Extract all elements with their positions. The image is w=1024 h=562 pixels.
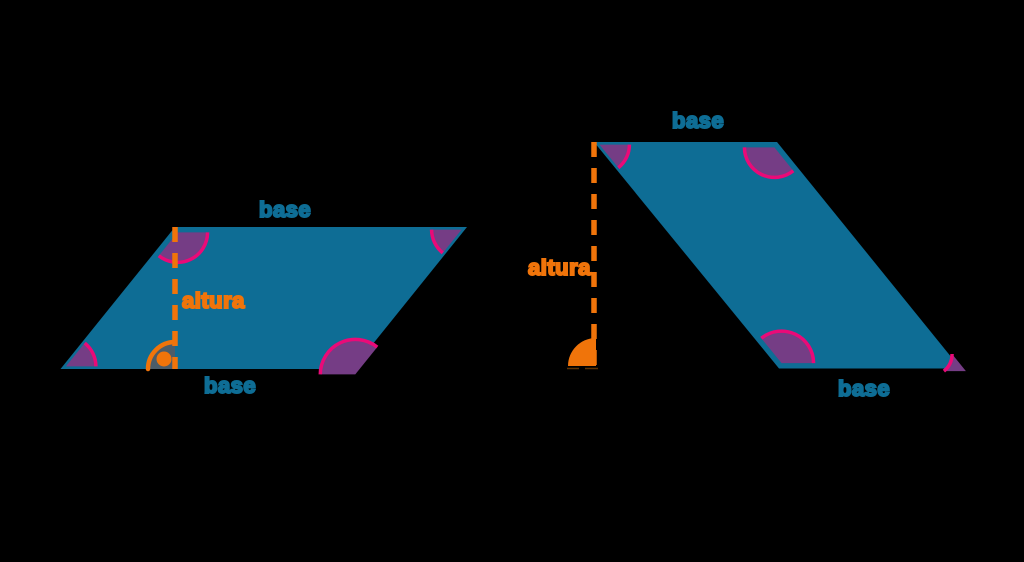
svg-text:altura: altura — [528, 255, 591, 280]
svg-text:base: base — [672, 108, 724, 133]
svg-text:base: base — [204, 373, 256, 398]
svg-text:base: base — [838, 376, 890, 401]
svg-text:base: base — [259, 197, 311, 222]
svg-text:altura: altura — [182, 288, 245, 313]
